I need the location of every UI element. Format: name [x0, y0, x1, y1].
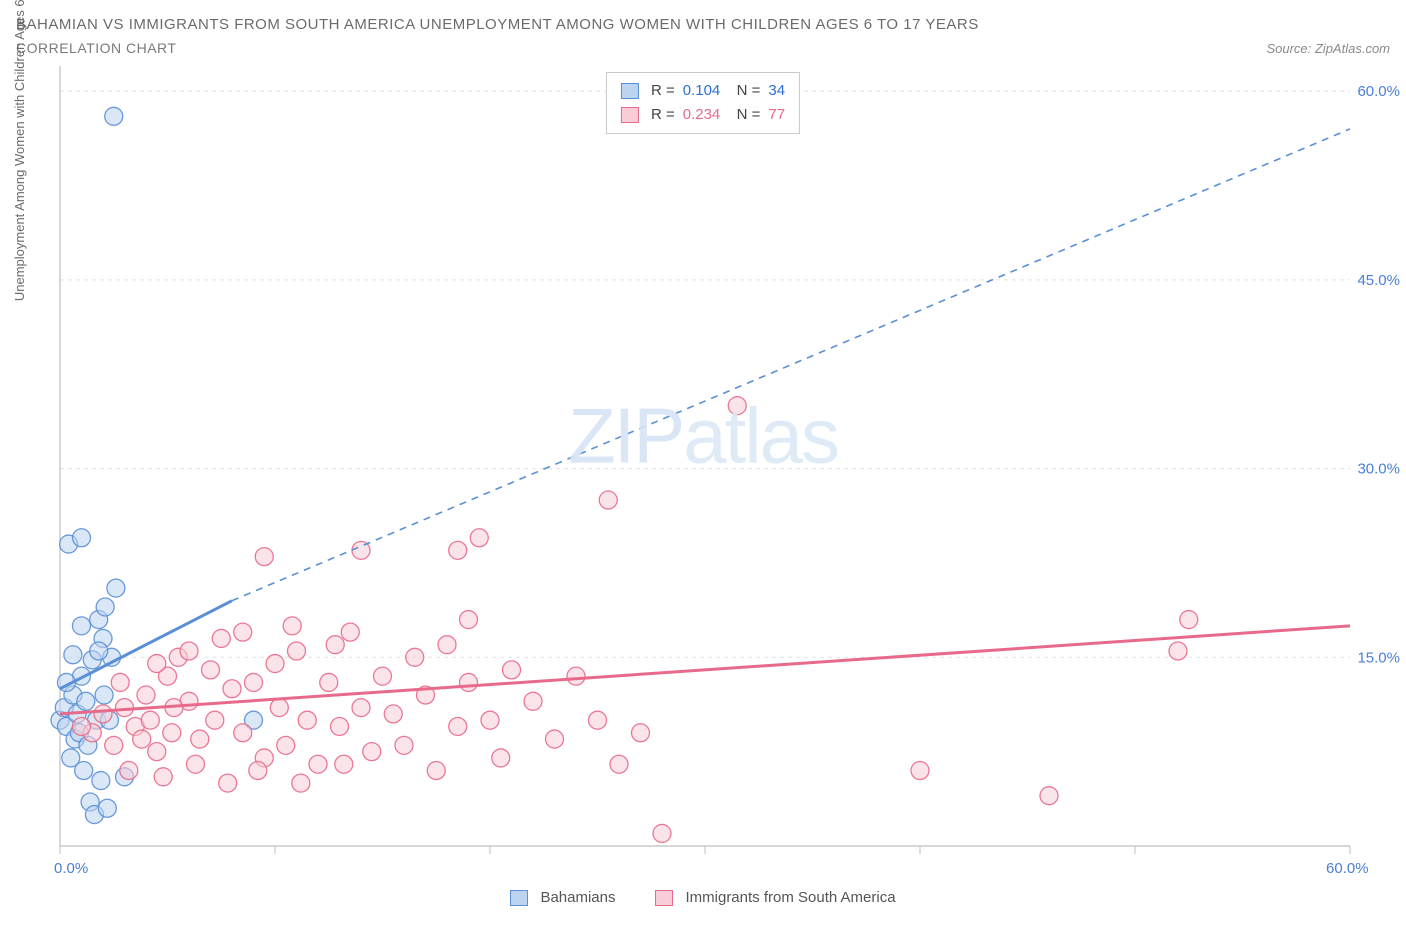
stats-row-bahamians: R = 0.104 N = 34	[621, 79, 785, 103]
bottom-legend: Bahamians Immigrants from South America	[16, 889, 1390, 906]
stats-legend-box: R = 0.104 N = 34 R = 0.234 N = 77	[606, 72, 800, 134]
svg-text:15.0%: 15.0%	[1357, 649, 1400, 666]
n-value: 34	[768, 79, 785, 103]
n-value: 77	[768, 103, 785, 127]
r-value: 0.104	[683, 79, 721, 103]
legend-label: Immigrants from South America	[685, 889, 895, 906]
chart-area: Unemployment Among Women with Children A…	[16, 66, 1390, 906]
r-value: 0.234	[683, 103, 721, 127]
svg-text:60.0%: 60.0%	[1357, 83, 1400, 100]
scatter-plot: 15.0% 30.0% 45.0% 60.0%	[16, 66, 1406, 886]
source-attribution: Source: ZipAtlas.com	[1266, 41, 1390, 56]
legend-item-bahamians: Bahamians	[510, 889, 615, 906]
svg-text:45.0%: 45.0%	[1357, 272, 1400, 289]
legend-label: Bahamians	[540, 889, 615, 906]
y-axis-title: Unemployment Among Women with Children A…	[12, 0, 27, 301]
stats-row-immigrants: R = 0.234 N = 77	[621, 103, 785, 127]
svg-text:30.0%: 30.0%	[1357, 461, 1400, 478]
swatch-icon	[510, 890, 528, 906]
swatch-icon	[655, 890, 673, 906]
swatch-icon	[621, 83, 639, 99]
chart-subtitle: CORRELATION CHART	[16, 40, 176, 56]
x-max-label: 60.0%	[1326, 860, 1369, 877]
chart-title: BAHAMIAN VS IMMIGRANTS FROM SOUTH AMERIC…	[16, 16, 979, 33]
swatch-icon	[621, 107, 639, 123]
x-origin-label: 0.0%	[54, 860, 88, 877]
legend-item-immigrants: Immigrants from South America	[655, 889, 895, 906]
